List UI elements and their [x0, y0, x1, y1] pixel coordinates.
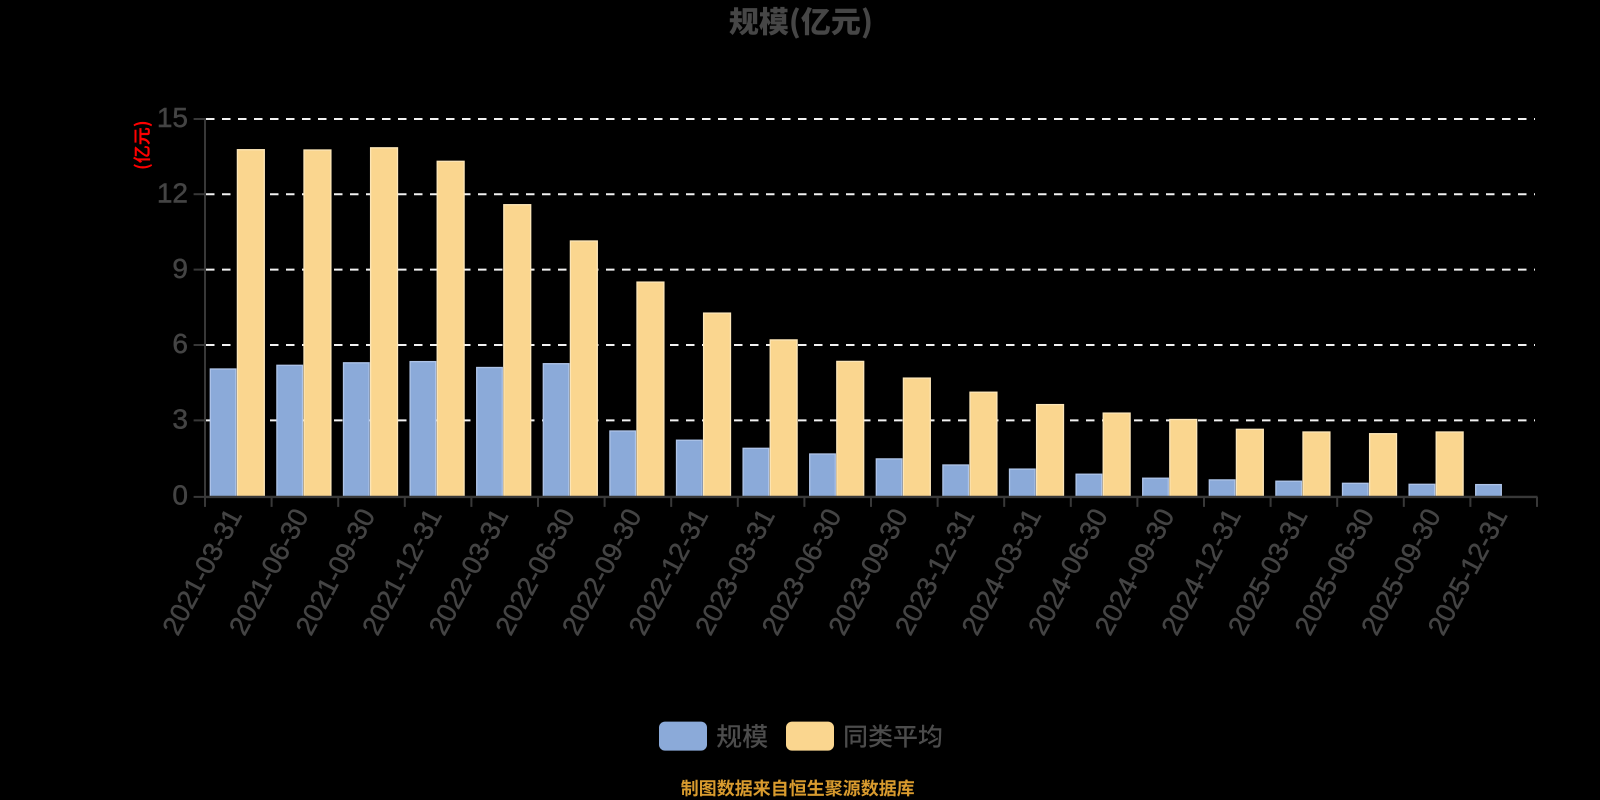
svg-text:6: 6 [172, 328, 188, 359]
svg-text:12: 12 [157, 177, 188, 208]
svg-text:3: 3 [172, 404, 188, 435]
svg-text:0: 0 [172, 480, 188, 511]
svg-text:15: 15 [157, 102, 188, 133]
svg-text:9: 9 [172, 253, 188, 284]
